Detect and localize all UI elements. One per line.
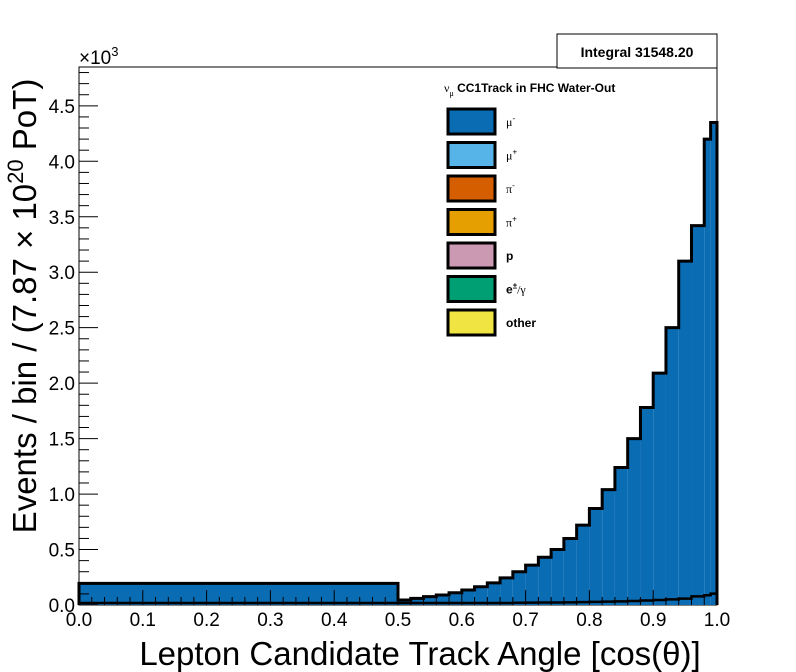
legend-swatch-2: [446, 174, 497, 203]
y-tick-label: 2.0: [49, 374, 75, 395]
legend-title: νμ CC1Track in FHC Water-Out: [444, 81, 615, 98]
bar-0-9: [500, 577, 513, 605]
legend-swatch-4: [446, 241, 497, 270]
legend-label-2: π-: [506, 181, 515, 196]
svg-text:Integral 31548.20: Integral 31548.20: [581, 44, 694, 60]
y-tick-label: 0.5: [49, 541, 75, 562]
x-axis: 0.0 0.1 0.2 0.3 0.4 0.5 0.6 0.7 0.8 0.9 1.0: [66, 590, 730, 631]
legend-swatch-1: [446, 141, 497, 169]
y-multiplier: ×103: [79, 44, 118, 69]
bar-0-18: [614, 467, 628, 605]
y-axis-label: Events / bin / (7.87 × 1020 PoT): [3, 79, 43, 534]
y-tick-label: 2.5: [49, 319, 75, 340]
bar-0-15: [576, 525, 590, 605]
x-tick-label: 0.4: [321, 610, 348, 631]
bar-0-13: [551, 549, 564, 605]
bar-0-0: [79, 583, 398, 605]
bar-0-17: [602, 489, 615, 605]
x-axis-label: Lepton Candidate Track Angle [cos(θ)]: [139, 635, 700, 672]
y-tick-label: 0.0: [49, 596, 75, 617]
bar-0-22: [665, 327, 679, 605]
bar-0-10: [512, 571, 526, 605]
bar-0-11: [525, 565, 539, 605]
legend: νμ CC1Track in FHC Water-Out μ-μ+ π-π+ p e±…: [444, 81, 615, 337]
bar-0-4: [436, 595, 450, 605]
legend-label-6: other: [506, 316, 536, 330]
legend-label-0: μ-: [506, 114, 515, 129]
bar-0-6: [461, 590, 475, 605]
stacked-bars: [77, 120, 719, 605]
x-tick-label: 0.8: [576, 610, 602, 631]
bar-0-14: [563, 538, 577, 605]
legend-label-1: μ+: [506, 148, 517, 163]
bar-0-26: [710, 122, 717, 605]
legend-swatch-5: [446, 275, 497, 303]
bar-0-8: [487, 582, 501, 605]
legend-swatch-6: [446, 308, 497, 337]
y-tick-label: 4.0: [49, 152, 75, 173]
y-axis: 0.0 0.5 1.0 1.5 2.0 2.5 3.0 3.5 4.0 4.5: [49, 72, 98, 617]
x-tick-label: 0.3: [257, 610, 283, 631]
x-tick-label: 0.2: [193, 610, 219, 631]
bar-0-2: [410, 598, 424, 605]
bar-0-24: [691, 225, 705, 605]
bar-0-23: [678, 261, 692, 605]
bar-0-16: [589, 508, 603, 605]
bar-0-19: [627, 438, 641, 605]
legend-label-3: π+: [506, 215, 517, 230]
legend-label-5: e±/γ: [506, 282, 526, 297]
bar-0-20: [640, 407, 654, 605]
x-tick-label: 1.0: [704, 610, 730, 631]
y-tick-label: 3.0: [49, 263, 75, 284]
x-tick-label: 0.7: [512, 610, 538, 631]
y-tick-label: 1.5: [49, 430, 75, 451]
histogram-outline: [77, 120, 719, 605]
bar-0-3: [423, 596, 437, 605]
svg-text:Events / bin / (7.87 × 1020 Po: Events / bin / (7.87 × 1020 PoT): [3, 79, 43, 534]
bar-0-25: [704, 139, 711, 605]
x-tick-label: 0.0: [66, 610, 92, 631]
y-tick-label: 4.5: [49, 97, 75, 118]
y-tick-label: 3.5: [49, 208, 75, 229]
y-tick-label: 1.0: [49, 485, 75, 506]
x-tick-label: 0.9: [640, 610, 666, 631]
x-tick-label: 0.5: [385, 610, 411, 631]
legend-label-4: p: [506, 249, 513, 263]
bar-0-7: [474, 586, 488, 605]
legend-swatch-3: [446, 208, 497, 236]
integral-box: Integral 31548.20: [556, 33, 718, 69]
bar-0-12: [538, 557, 552, 605]
legend-swatch-0: [446, 107, 497, 136]
x-tick-label: 0.6: [449, 610, 475, 631]
x-tick-label: 0.1: [130, 610, 156, 631]
bar-0-21: [653, 373, 666, 605]
